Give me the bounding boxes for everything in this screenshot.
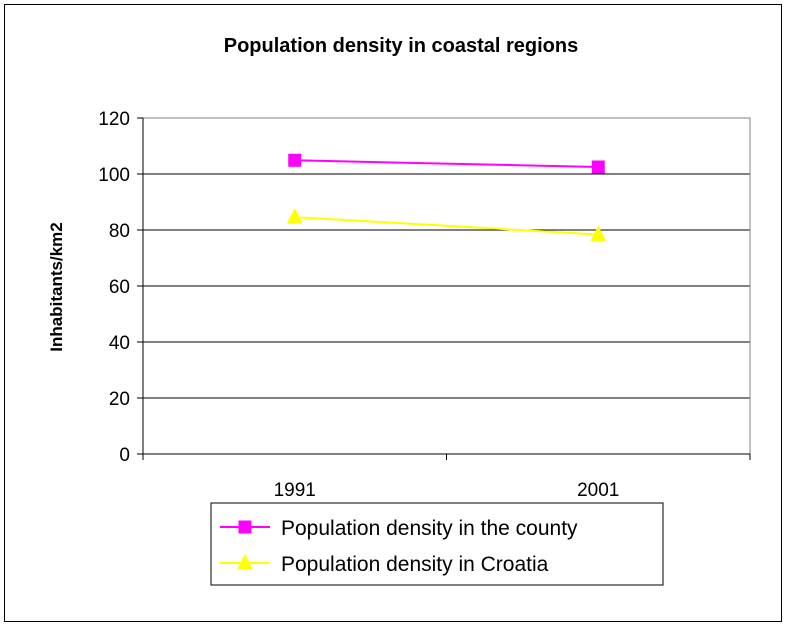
- y-tick-label: 120: [98, 109, 130, 130]
- series-1: [288, 153, 605, 174]
- legend-marker: [238, 520, 252, 534]
- y-tick-label: 0: [119, 445, 130, 466]
- legend-label: Population density in Croatia: [281, 553, 549, 576]
- legend-item: Population density in the county: [220, 517, 578, 540]
- y-tick-label: 100: [98, 165, 130, 186]
- legend-label: Population density in the county: [281, 517, 578, 540]
- series-line: [294, 159, 599, 168]
- y-tick-label: 20: [109, 389, 130, 410]
- y-tick-label: 40: [109, 333, 130, 354]
- line-chart: Population density in coastal regions In…: [47, 35, 751, 586]
- data-point: [590, 225, 607, 241]
- legend-item: Population density in Croatia: [220, 553, 549, 576]
- x-tick-label: 2001: [577, 480, 619, 501]
- y-axis-label: Inhabitants/km2: [47, 222, 66, 351]
- y-tick-label: 60: [109, 277, 130, 298]
- data-point: [286, 208, 303, 224]
- data-point: [288, 153, 302, 167]
- legend-box: [210, 502, 664, 586]
- x-tick-label: 1991: [274, 480, 316, 501]
- legend-marker: [237, 553, 253, 570]
- chart-area: Population density in coastal regions In…: [4, 4, 782, 622]
- legend: Population density in the county Populati…: [210, 502, 664, 586]
- series-2: [286, 208, 607, 241]
- data-point: [591, 160, 605, 174]
- chart-title: Population density in coastal regions: [224, 35, 579, 57]
- y-tick-label: 80: [109, 221, 130, 242]
- series-line: [294, 216, 599, 236]
